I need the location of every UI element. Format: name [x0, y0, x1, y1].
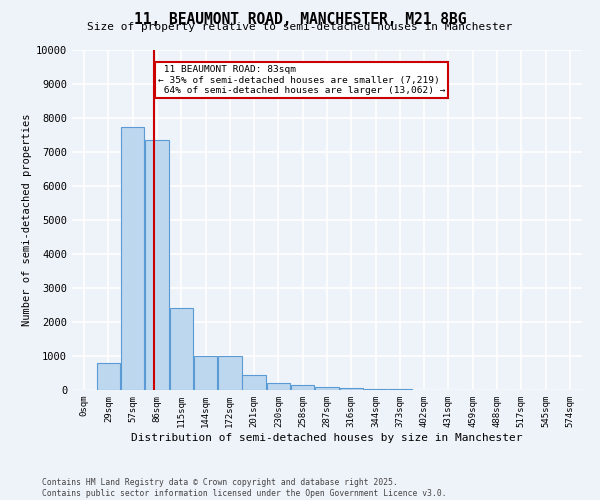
Bar — [291, 385, 314, 390]
X-axis label: Distribution of semi-detached houses by size in Manchester: Distribution of semi-detached houses by … — [131, 432, 523, 442]
Text: Contains HM Land Registry data © Crown copyright and database right 2025.
Contai: Contains HM Land Registry data © Crown c… — [42, 478, 446, 498]
Bar — [364, 389, 388, 390]
Bar — [242, 374, 266, 390]
Bar — [121, 126, 145, 390]
Bar — [194, 356, 217, 390]
Bar — [170, 308, 193, 390]
Bar — [315, 386, 339, 390]
Bar — [266, 383, 290, 390]
Bar — [218, 356, 242, 390]
Text: 11, BEAUMONT ROAD, MANCHESTER, M21 8BG: 11, BEAUMONT ROAD, MANCHESTER, M21 8BG — [134, 12, 466, 28]
Bar — [97, 363, 120, 390]
Text: 11 BEAUMONT ROAD: 83sqm
← 35% of semi-detached houses are smaller (7,219)
 64% o: 11 BEAUMONT ROAD: 83sqm ← 35% of semi-de… — [158, 66, 446, 95]
Y-axis label: Number of semi-detached properties: Number of semi-detached properties — [22, 114, 32, 326]
Bar — [340, 388, 363, 390]
Text: Size of property relative to semi-detached houses in Manchester: Size of property relative to semi-detach… — [88, 22, 512, 32]
Bar — [145, 140, 169, 390]
